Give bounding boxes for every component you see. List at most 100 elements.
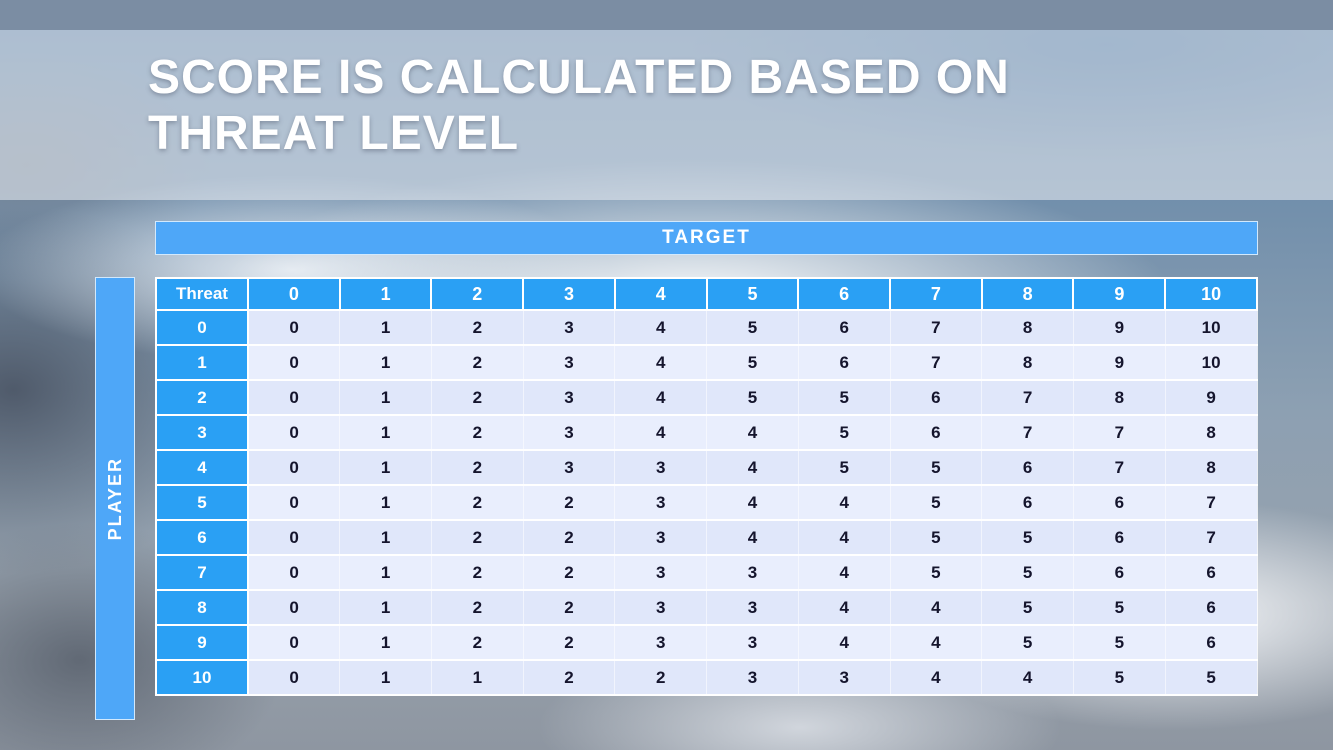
score-cell: 3	[614, 554, 707, 591]
row-header-threat: 10	[155, 659, 249, 696]
score-cell: 1	[339, 659, 432, 696]
score-cell: 2	[430, 484, 524, 521]
score-cell: 5	[797, 414, 891, 451]
score-cell: 1	[339, 309, 432, 346]
score-cell: 5	[981, 519, 1074, 556]
score-cell: 0	[247, 309, 340, 346]
score-cell: 0	[247, 449, 340, 486]
column-header: 4	[613, 277, 708, 311]
score-cell: 4	[706, 484, 799, 521]
score-cell: 1	[339, 589, 432, 626]
score-cell: 4	[706, 449, 799, 486]
score-cell: 1	[339, 344, 432, 381]
score-cell: 0	[247, 379, 340, 416]
player-axis-band: PLAYER	[95, 277, 135, 720]
score-cell: 3	[614, 624, 707, 661]
column-header: 5	[705, 277, 800, 311]
score-cell: 3	[522, 309, 615, 346]
score-cell: 5	[981, 589, 1074, 626]
score-cell: 5	[1164, 659, 1257, 696]
target-axis-band: TARGET	[155, 221, 1258, 255]
column-header: 3	[522, 277, 616, 311]
table-row: 1 0 1 2 3 4 5 6 7 8 9 10	[155, 344, 1257, 381]
score-cell: 2	[522, 554, 615, 591]
score-cell: 2	[430, 519, 524, 556]
table-body: 0 0 1 2 3 4 5 6 7 8 9 10 1 0 1 2 3 4 5 6 7 8 9 10 2 0 1 2 3 4 5 5 6 7 8 9 3 0…	[155, 309, 1257, 696]
score-cell: 8	[1164, 414, 1257, 451]
score-cell: 10	[1164, 344, 1257, 381]
score-cell: 6	[889, 379, 982, 416]
score-cell: 2	[430, 449, 524, 486]
column-header: 10	[1164, 277, 1258, 311]
column-header: 7	[889, 277, 983, 311]
row-header-threat: 9	[155, 624, 249, 661]
score-cell: 7	[981, 414, 1074, 451]
score-cell: 7	[889, 344, 982, 381]
score-cell: 4	[797, 484, 891, 521]
score-cell: 5	[889, 484, 982, 521]
score-cell: 5	[706, 344, 799, 381]
score-cell: 5	[797, 449, 891, 486]
target-axis-label: TARGET	[662, 227, 751, 248]
score-cell: 1	[339, 379, 432, 416]
score-cell: 3	[797, 659, 891, 696]
score-matrix-table: Threat 0 1 2 3 4 5 6 7 8 9 10 0 0 1 2 3 4 5 6 7 8 9 10 1 0 1 2 3 4 5…	[155, 277, 1258, 696]
score-cell: 1	[339, 554, 432, 591]
score-cell: 2	[430, 379, 524, 416]
score-cell: 6	[797, 344, 891, 381]
row-header-threat: 8	[155, 589, 249, 626]
score-cell: 4	[614, 379, 707, 416]
score-cell: 9	[1164, 379, 1257, 416]
score-cell: 6	[1164, 589, 1257, 626]
row-header-threat: 7	[155, 554, 249, 591]
score-cell: 4	[797, 519, 891, 556]
score-cell: 5	[889, 449, 982, 486]
score-cell: 4	[797, 624, 891, 661]
score-cell: 4	[889, 624, 982, 661]
score-cell: 4	[797, 554, 891, 591]
row-header-threat: 2	[155, 379, 249, 416]
score-cell: 0	[247, 554, 340, 591]
score-cell: 5	[706, 309, 799, 346]
score-cell: 3	[522, 344, 615, 381]
score-cell: 0	[247, 519, 340, 556]
slide-title: SCORE IS CALCULATED BASED ON THREAT LEVE…	[148, 51, 1010, 161]
score-cell: 2	[522, 484, 615, 521]
column-header: 9	[1072, 277, 1167, 311]
score-cell: 4	[706, 414, 799, 451]
row-header-threat: 1	[155, 344, 249, 381]
column-header: 1	[338, 277, 433, 311]
score-cell: 1	[339, 449, 432, 486]
score-cell: 2	[430, 554, 524, 591]
score-cell: 1	[339, 519, 432, 556]
table-row: 0 0 1 2 3 4 5 6 7 8 9 10	[155, 309, 1257, 346]
score-cell: 7	[889, 309, 982, 346]
score-cell: 6	[1072, 519, 1166, 556]
score-cell: 6	[1072, 484, 1166, 521]
score-cell: 4	[614, 344, 707, 381]
score-cell: 6	[1072, 554, 1166, 591]
score-cell: 2	[522, 519, 615, 556]
score-cell: 6	[981, 449, 1074, 486]
score-cell: 0	[247, 589, 340, 626]
score-cell: 10	[1164, 309, 1257, 346]
table-header-row: Threat 0 1 2 3 4 5 6 7 8 9 10	[155, 277, 1258, 311]
score-cell: 2	[522, 589, 615, 626]
score-cell: 3	[614, 519, 707, 556]
score-cell: 6	[889, 414, 982, 451]
score-cell: 0	[247, 624, 340, 661]
score-cell: 0	[247, 414, 340, 451]
score-cell: 0	[247, 344, 340, 381]
score-cell: 1	[430, 659, 524, 696]
row-header-threat: 6	[155, 519, 249, 556]
score-cell: 3	[614, 449, 707, 486]
score-cell: 4	[981, 659, 1074, 696]
score-cell: 2	[522, 624, 615, 661]
score-cell: 4	[614, 309, 707, 346]
score-cell: 4	[889, 589, 982, 626]
score-cell: 2	[430, 589, 524, 626]
